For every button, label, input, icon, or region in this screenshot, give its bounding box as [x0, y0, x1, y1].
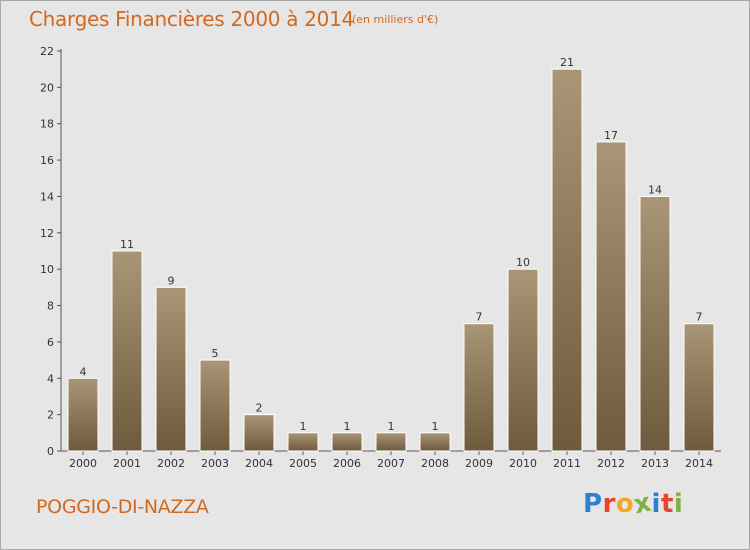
bar-2013 — [639, 195, 671, 452]
x-tick-label: 2012 — [597, 457, 625, 470]
data-label: 11 — [120, 238, 134, 251]
x-tick-label: 2008 — [421, 457, 449, 470]
data-label: 14 — [648, 183, 662, 196]
bar-2004 — [243, 414, 275, 452]
commune-name: POGGIO-DI-NAZZA — [36, 496, 209, 518]
x-tick-label: 2005 — [289, 457, 317, 470]
logo-letter: i — [673, 489, 684, 519]
bar-2000 — [67, 377, 99, 452]
logo-letter: t — [660, 489, 674, 519]
x-tick-label: 2006 — [333, 457, 361, 470]
y-tick-label: 22 — [40, 45, 54, 58]
y-tick-label: 2 — [47, 409, 54, 422]
x-tick-label: 2001 — [113, 457, 141, 470]
logo-letter: r — [602, 489, 616, 519]
data-label: 10 — [516, 256, 530, 269]
x-tick-label: 2007 — [377, 457, 405, 470]
bar-2005 — [287, 432, 319, 452]
bar-2009 — [463, 323, 495, 452]
x-tick-label: 2002 — [157, 457, 185, 470]
y-tick-label: 10 — [40, 263, 54, 276]
chart-title: Charges Financières 2000 à 2014 — [29, 7, 354, 31]
y-tick-label: 18 — [40, 118, 54, 131]
data-label: 1 — [432, 420, 439, 433]
x-tick-label: 2010 — [509, 457, 537, 470]
bar-2011 — [551, 68, 583, 452]
data-label: 17 — [604, 129, 618, 142]
y-tick-label: 20 — [40, 81, 54, 94]
x-tick-label: 2013 — [641, 457, 669, 470]
y-tick-label: 8 — [47, 300, 54, 313]
data-label: 1 — [388, 420, 395, 433]
bar-2010 — [507, 268, 539, 452]
data-label: 4 — [80, 365, 87, 378]
x-tick-label: 2009 — [465, 457, 493, 470]
x-tick-label: 2000 — [69, 457, 97, 470]
bar-2002 — [155, 286, 187, 452]
data-label: 2 — [256, 402, 263, 415]
y-tick-label: 14 — [40, 190, 54, 203]
data-label: 21 — [560, 56, 574, 69]
bar-2012 — [595, 141, 627, 452]
data-label: 5 — [212, 347, 219, 360]
x-tick-label: 2003 — [201, 457, 229, 470]
y-tick-label: 16 — [40, 154, 54, 167]
y-tick-label: 0 — [47, 445, 54, 458]
y-tick-label: 6 — [47, 336, 54, 349]
data-label: 7 — [476, 311, 483, 324]
data-label: 9 — [168, 274, 175, 287]
bar-2008 — [419, 432, 451, 452]
bar-2003 — [199, 359, 231, 452]
x-tick-label: 2011 — [553, 457, 581, 470]
bar-2007 — [375, 432, 407, 452]
data-label: 7 — [696, 311, 703, 324]
logo-letter: i — [651, 489, 661, 519]
bar-2014 — [683, 323, 715, 452]
x-tick-label: 2004 — [245, 457, 273, 470]
logo-letter: o — [615, 489, 635, 519]
chart-subtitle: (en milliers d'€) — [352, 13, 439, 26]
bar-2006 — [331, 432, 363, 452]
logo-letter: P — [583, 489, 603, 519]
y-tick-label: 12 — [40, 227, 54, 240]
data-label: 1 — [300, 420, 307, 433]
x-tick-label: 2014 — [685, 457, 713, 470]
proxiti-logo[interactable]: Proxiti — [583, 488, 684, 521]
y-tick-label: 4 — [47, 372, 54, 385]
data-label: 1 — [344, 420, 351, 433]
bar-2001 — [111, 250, 143, 452]
